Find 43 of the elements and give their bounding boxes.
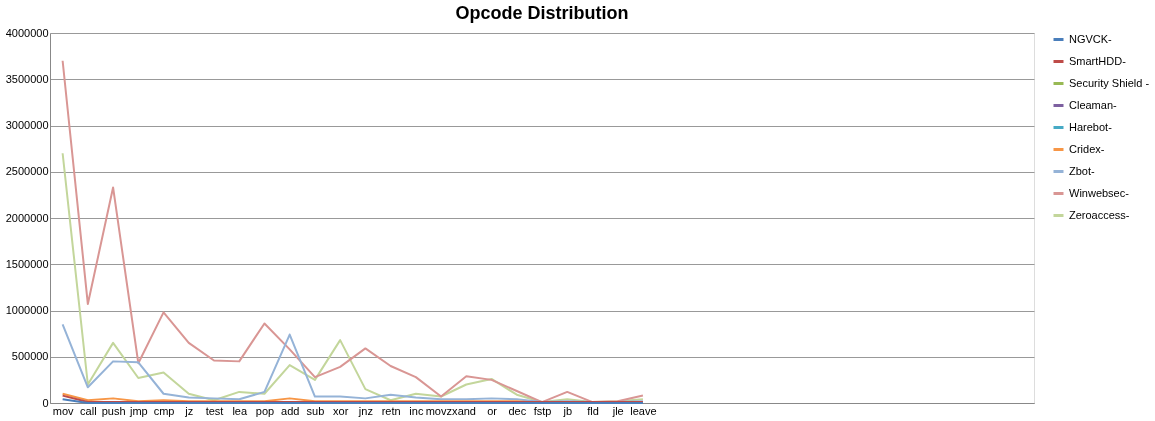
legend-label: Zeroaccess-: [1069, 208, 1130, 221]
y-tick-label: 4000000: [5, 26, 49, 39]
x-tick-label: leave: [630, 404, 657, 417]
legend-label: Cridex-: [1069, 142, 1105, 155]
y-tick-label: 2500000: [5, 165, 49, 178]
x-tick-label: lea: [232, 404, 248, 417]
x-tick-label: sub: [306, 404, 325, 417]
x-tick-label: and: [457, 404, 476, 417]
x-tick-label: dec: [508, 404, 527, 417]
x-tick-label: pop: [255, 404, 275, 417]
x-tick-label: jle: [611, 404, 624, 417]
x-tick-label: mov: [52, 404, 75, 417]
y-tick-label: 1000000: [5, 304, 49, 316]
y-tick-label: 0: [42, 396, 49, 409]
legend-label: Zbot-: [1069, 164, 1096, 177]
x-tick-label: jmp: [128, 404, 148, 417]
x-tick-label: call: [80, 404, 97, 417]
chart-title: Opcode Distribution: [455, 3, 629, 23]
legend-label: Cleaman-: [1069, 98, 1118, 111]
legend-label: NGVCK-: [1069, 32, 1113, 45]
x-tick-label: test: [205, 404, 224, 417]
x-tick-label: cmp: [153, 404, 175, 417]
x-tick-label: retn: [381, 404, 401, 417]
x-tick-label: fld: [587, 404, 599, 417]
x-tick-label: xor: [333, 404, 349, 417]
x-tick-label: inc: [409, 404, 424, 417]
x-tick-label: movzx: [425, 404, 458, 417]
legend-label: Winwebsec-: [1069, 186, 1130, 199]
y-tick-label: 2000000: [5, 211, 49, 224]
legend-label: Harebot-: [1069, 120, 1113, 133]
legend-label: SmartHDD-: [1069, 54, 1127, 67]
x-tick-label: add: [281, 404, 300, 417]
legend-label: Security Shield -: [1069, 76, 1150, 89]
y-tick-label: 1500000: [5, 257, 49, 270]
y-tick-label: 3500000: [5, 72, 49, 85]
x-tick-label: fstp: [533, 404, 552, 417]
x-tick-label: or: [487, 404, 498, 417]
x-tick-label: jnz: [357, 404, 373, 417]
x-tick-label: jz: [184, 404, 194, 417]
y-tick-label: 3000000: [5, 119, 49, 131]
x-tick-label: push: [101, 404, 126, 417]
x-tick-label: jb: [562, 404, 573, 417]
y-tick-label: 500000: [11, 350, 49, 363]
